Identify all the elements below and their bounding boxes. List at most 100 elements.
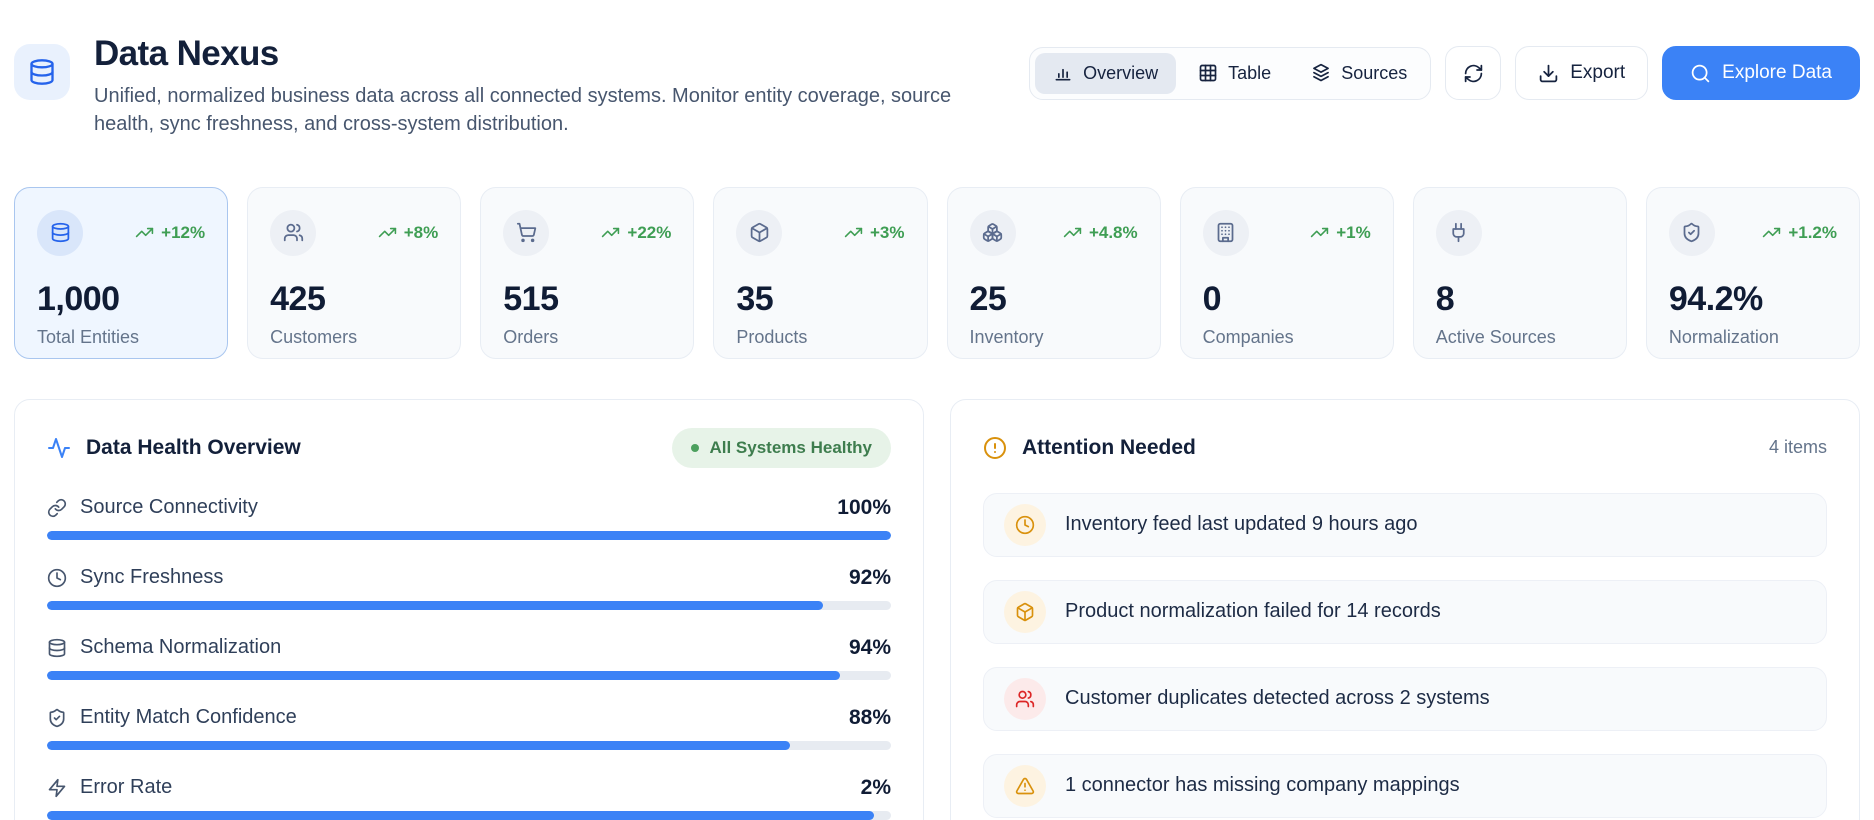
progress-track (47, 530, 891, 540)
trending-up-icon (1063, 223, 1082, 242)
refresh-button[interactable] (1445, 46, 1502, 100)
page-subtitle: Unified, normalized business data across… (94, 85, 952, 136)
shield-check-icon (47, 708, 67, 728)
tab-label: Overview (1083, 62, 1159, 83)
tab-overview[interactable]: Overview (1035, 52, 1177, 94)
trending-up-icon (601, 223, 620, 242)
panel-title-text: Data Health Overview (86, 435, 301, 459)
progress-track (47, 740, 891, 750)
stat-card-total-entities[interactable]: +12% 1,000 Total Entities (14, 186, 229, 359)
database-icon (28, 58, 56, 86)
attention-item-product-normalization[interactable]: Product normalization failed for 14 reco… (983, 579, 1827, 644)
stat-value: 8 (1435, 279, 1455, 318)
progress-fill (47, 530, 891, 540)
alert-circle-icon (983, 436, 1007, 460)
attention-text: Product normalization failed for 14 reco… (1065, 600, 1441, 623)
metric-label-text: Schema Normalization (80, 636, 282, 659)
stat-card-normalization[interactable]: +1.2% 94.2% Normalization (1645, 186, 1860, 359)
bar-chart-icon (1053, 63, 1073, 83)
tab-label: Sources (1341, 62, 1408, 83)
brand-text: Data Nexus Unified, normalized business … (94, 34, 994, 139)
progress-fill (47, 740, 790, 750)
attention-item-customer-duplicates[interactable]: Customer duplicates detected across 2 sy… (983, 666, 1827, 731)
app-logo (14, 44, 70, 100)
progress-track (47, 810, 891, 820)
refresh-icon (1463, 63, 1484, 84)
link-icon (47, 498, 67, 518)
stat-label: Active Sources (1435, 326, 1556, 347)
panel-title-text: Attention Needed (1022, 435, 1196, 459)
layers-icon (1311, 63, 1331, 83)
progress-fill (47, 810, 875, 820)
stat-value: 1,000 (37, 279, 120, 318)
trend-badge: +12% (135, 223, 205, 243)
trend-value: +22% (627, 222, 672, 242)
metric-sync-freshness: Sync Freshness 92% (47, 566, 891, 610)
download-icon (1538, 63, 1559, 84)
stat-card-inventory[interactable]: +4.8% 25 Inventory (946, 186, 1161, 359)
trend-value: +4.8% (1088, 222, 1138, 242)
metric-label-text: Entity Match Confidence (80, 706, 297, 729)
progress-fill (47, 670, 841, 680)
clock-icon (1015, 515, 1035, 535)
tab-table[interactable]: Table (1180, 53, 1289, 94)
tab-sources[interactable]: Sources (1293, 53, 1425, 94)
stat-card-orders[interactable]: +22% 515 Orders (480, 186, 695, 359)
explore-label: Explore Data (1722, 62, 1832, 83)
toolbar: Overview Table Sources Export (1029, 46, 1860, 100)
stat-card-active-sources[interactable]: 8 Active Sources (1412, 186, 1627, 359)
building-icon (1215, 222, 1236, 243)
explore-data-button[interactable]: Explore Data (1662, 46, 1860, 100)
metric-label-text: Sync Freshness (80, 566, 224, 589)
stat-label: Orders (503, 326, 559, 347)
health-status-badge: All Systems Healthy (672, 427, 891, 468)
trending-up-icon (1310, 223, 1329, 242)
metric-value: 100% (837, 495, 891, 519)
metric-label-text: Source Connectivity (80, 496, 258, 519)
trend-value: +1.2% (1788, 222, 1837, 242)
plug-icon (1448, 222, 1469, 243)
stat-value: 0 (1202, 279, 1222, 318)
progress-track (47, 600, 891, 610)
trend-badge: +8% (378, 223, 438, 243)
attention-text: Inventory feed last updated 9 hours ago (1065, 513, 1418, 536)
view-tab-group: Overview Table Sources (1029, 46, 1432, 100)
database-icon (50, 222, 71, 243)
table-icon (1198, 63, 1218, 83)
metric-value: 92% (848, 565, 891, 589)
metric-value: 88% (848, 705, 891, 729)
attention-chip (1004, 677, 1046, 720)
page-title: Data Nexus (94, 34, 279, 73)
stat-chip (503, 209, 550, 256)
stat-chip (270, 209, 317, 256)
metric-schema-normalization: Schema Normalization 94% (47, 636, 891, 680)
clock-icon (47, 568, 67, 588)
boxes-icon (982, 222, 1003, 243)
stat-card-customers[interactable]: +8% 425 Customers (247, 186, 462, 359)
stat-label: Normalization (1668, 326, 1779, 347)
attention-item-inventory-feed[interactable]: Inventory feed last updated 9 hours ago (983, 492, 1827, 557)
stat-label: Customers (270, 326, 358, 347)
attention-text: 1 connector has missing company mappings (1065, 774, 1460, 797)
stat-value: 94.2% (1668, 279, 1763, 318)
attention-count: 4 items (1768, 437, 1827, 458)
export-button[interactable]: Export (1515, 46, 1649, 100)
data-health-panel: Data Health Overview All Systems Healthy… (14, 398, 924, 820)
stat-card-products[interactable]: +3% 35 Products (713, 186, 928, 359)
trend-badge: +3% (844, 223, 905, 243)
metric-error-rate: Error Rate 2% (47, 776, 891, 820)
trend-value: +12% (161, 222, 206, 242)
trend-value: +3% (870, 222, 905, 242)
attention-item-connector-mappings[interactable]: 1 connector has missing company mappings (983, 753, 1827, 818)
stat-card-companies[interactable]: +1% 0 Companies (1179, 186, 1394, 359)
metric-value: 94% (848, 635, 891, 659)
stat-value: 25 (969, 279, 1007, 318)
stat-chip (37, 209, 83, 256)
package-icon (749, 222, 770, 243)
brand: Data Nexus Unified, normalized business … (14, 34, 994, 139)
activity-icon (47, 436, 71, 460)
metric-value: 2% (860, 775, 891, 799)
trending-up-icon (135, 223, 154, 242)
stat-label: Products (736, 326, 808, 347)
